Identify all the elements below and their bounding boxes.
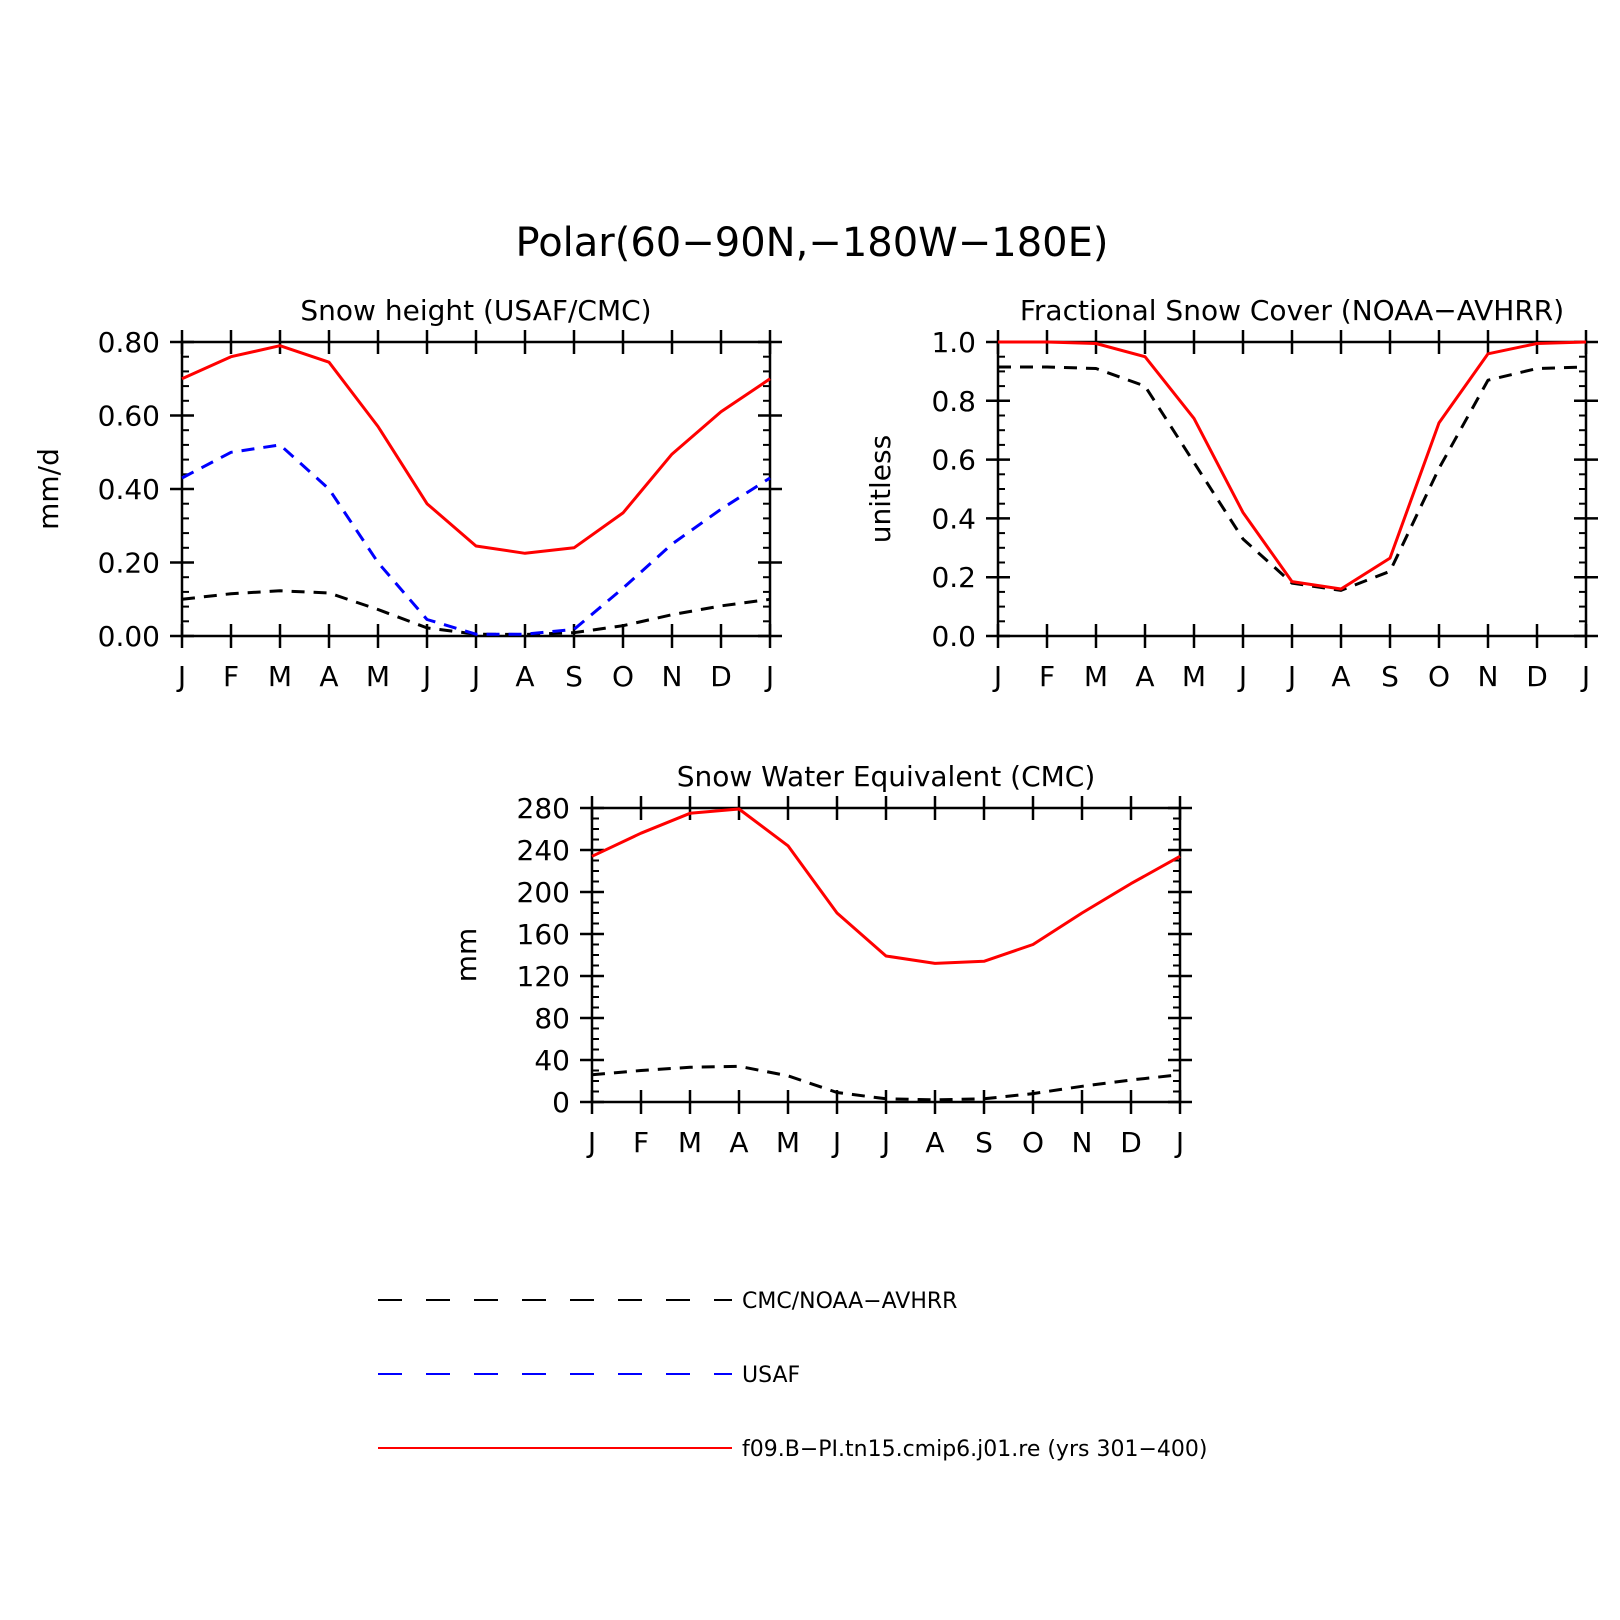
y-tick-label: 120	[517, 960, 570, 993]
x-tick-label: A	[515, 660, 534, 693]
x-tick-label: J	[1237, 660, 1247, 693]
chart-panel-snow-height: Snow height (USAF/CMC)mm/dJ F M A M J J A S O N D J0…	[32, 294, 782, 693]
legend-label-1: USAF	[742, 1363, 800, 1388]
panel-title: Snow Water Equivalent (CMC)	[677, 760, 1096, 793]
x-tick-label: F	[223, 660, 239, 693]
legend-label-2: f09.B−PI.tn15.cmip6.j01.re (yrs 301−400)	[742, 1437, 1207, 1462]
y-tick-label: 0.6	[931, 444, 976, 477]
chart-panel-snow-cover: Fractional Snow Cover (NOAA−AVHRR) unitle…	[864, 294, 1598, 693]
figure-title: Polar(60−90N,−180W−180E)	[516, 220, 1109, 266]
x-tick-label: S	[565, 660, 583, 693]
x-tick-label: J	[764, 660, 774, 693]
x-tick-label: F	[1039, 660, 1055, 693]
series-line-0	[181, 589, 771, 636]
chart-panel-snow-water-equivalent: Snow Water Equivalent (CMC)mmJ F M A M J J A S O N…	[450, 760, 1192, 1159]
y-axis-label: mm/d	[32, 448, 65, 530]
plot-frame	[996, 340, 1588, 638]
y-tick-label: 1.0	[931, 326, 976, 359]
y-tick-label: 0.0	[931, 620, 976, 653]
x-tick-label: M	[776, 1126, 800, 1159]
x-tick-label: J	[176, 660, 186, 693]
x-tick-label: D	[710, 660, 732, 693]
x-tick-label: A	[319, 660, 338, 693]
y-tick-label: 0.4	[931, 502, 976, 535]
x-tick-label: A	[1135, 660, 1154, 693]
x-tick-label: J	[880, 1126, 890, 1159]
x-tick-label: A	[1331, 660, 1350, 693]
y-axis-label: unitless	[864, 435, 897, 543]
y-tick-label: 160	[517, 918, 570, 951]
y-tick-label: 200	[517, 876, 570, 909]
x-tick-label: D	[1526, 660, 1548, 693]
y-tick-label: 0.00	[98, 620, 160, 653]
x-tick-label: O	[1022, 1126, 1044, 1159]
x-tick-label: J	[1286, 660, 1296, 693]
x-tick-label: M	[366, 660, 390, 693]
x-tick-label: O	[1428, 660, 1450, 693]
x-tick-label: J	[1174, 1126, 1184, 1159]
x-tick-label: N	[662, 660, 683, 693]
y-axis-label: mm	[450, 928, 483, 983]
series-line-2	[181, 344, 771, 555]
x-tick-label: M	[678, 1126, 702, 1159]
x-tick-label: S	[1381, 660, 1399, 693]
y-tick-label: 240	[517, 834, 570, 867]
x-tick-label: A	[729, 1126, 748, 1159]
series-line-0	[591, 1064, 1181, 1102]
panel-title: Snow height (USAF/CMC)	[300, 294, 651, 327]
x-tick-label: J	[992, 660, 1002, 693]
y-tick-label: 0.60	[98, 400, 160, 433]
series-line-1	[998, 340, 1587, 591]
y-tick-label: 0.8	[931, 385, 976, 418]
x-tick-label: O	[612, 660, 634, 693]
x-tick-label: F	[633, 1126, 649, 1159]
x-tick-label: N	[1478, 660, 1499, 693]
x-tick-label: M	[268, 660, 292, 693]
x-tick-label: A	[925, 1126, 944, 1159]
x-tick-label: D	[1120, 1126, 1142, 1159]
y-tick-label: 280	[517, 792, 570, 825]
x-tick-label: J	[470, 660, 480, 693]
series-line-1	[181, 443, 771, 636]
x-tick-label: J	[1580, 660, 1590, 693]
x-tick-label: M	[1084, 660, 1108, 693]
panel-title: Fractional Snow Cover (NOAA−AVHRR)	[1020, 294, 1564, 327]
y-tick-label: 0.80	[98, 326, 160, 359]
x-tick-label: M	[1182, 660, 1206, 693]
y-tick-label: 80	[534, 1002, 570, 1035]
y-tick-label: 40	[534, 1044, 570, 1077]
y-tick-label: 0.40	[98, 473, 160, 506]
x-tick-label: N	[1072, 1126, 1093, 1159]
legend: CMC/NOAA−AVHRR USAF f09.B−PI.tn15.cmip6.j0…	[378, 1289, 1207, 1462]
x-tick-label: S	[975, 1126, 993, 1159]
x-tick-label: J	[831, 1126, 841, 1159]
x-tick-label: J	[586, 1126, 596, 1159]
y-tick-label: 0	[552, 1086, 570, 1119]
y-tick-label: 0.20	[98, 547, 160, 580]
series-line-0	[998, 365, 1587, 592]
series-line-1	[591, 807, 1181, 965]
legend-label-0: CMC/NOAA−AVHRR	[742, 1289, 957, 1314]
y-tick-label: 0.2	[931, 561, 976, 594]
x-tick-label: J	[421, 660, 431, 693]
